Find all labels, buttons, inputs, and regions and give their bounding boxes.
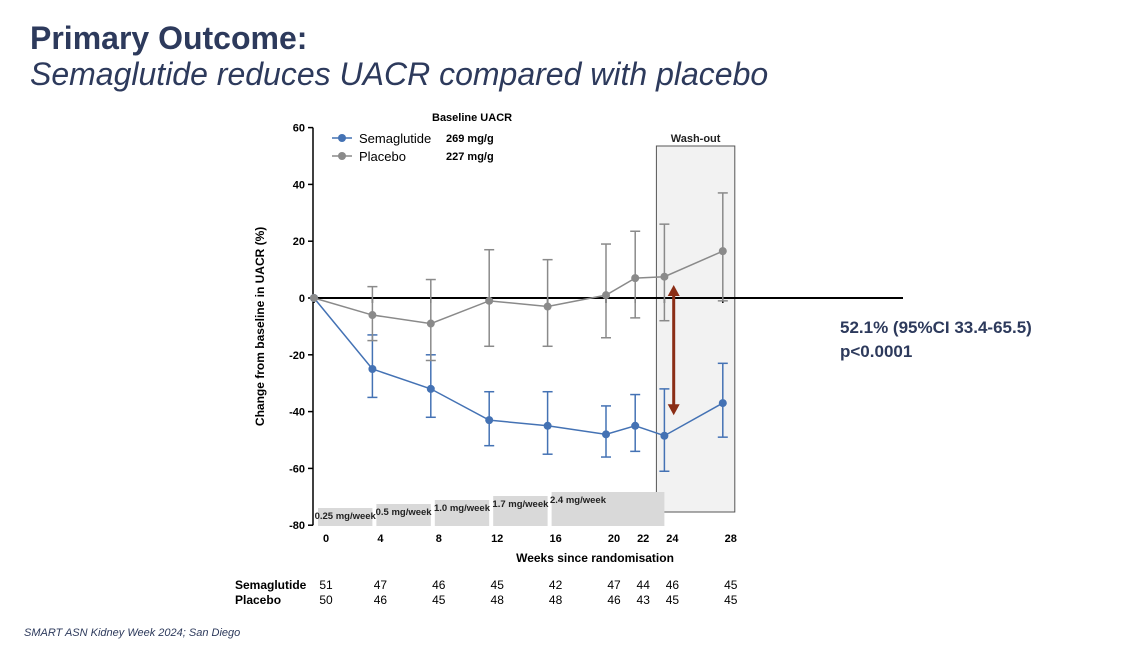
- dose-label-3: 1.7 mg/week: [492, 499, 549, 510]
- data-point-semaglutide: [660, 431, 669, 440]
- data-point-semaglutide: [631, 421, 640, 430]
- dose-band-2: [434, 500, 490, 526]
- n-value: 47: [374, 578, 388, 592]
- x-tick-label: 12: [491, 533, 503, 545]
- n-value: 50: [319, 593, 333, 607]
- result-annotation: 52.1% (95%CI 33.4-65.5) p<0.0001: [840, 316, 1032, 364]
- legend-label-placebo: Placebo: [359, 149, 406, 164]
- x-tick-label: 28: [725, 533, 737, 545]
- data-point-semaglutide: [602, 430, 610, 439]
- data-point-placebo: [368, 311, 377, 320]
- y-tick-label: 20: [293, 236, 305, 248]
- dose-band-4: [551, 492, 665, 526]
- y-tick-label: -60: [289, 463, 305, 475]
- dose-label-4: 2.4 mg/week: [550, 495, 607, 506]
- y-tick-label: -80: [289, 520, 305, 532]
- n-value: 46: [432, 578, 446, 592]
- data-point-placebo: [660, 272, 669, 281]
- legend-swatch-dot: [338, 134, 346, 142]
- data-point-placebo: [310, 294, 318, 302]
- data-point-semaglutide: [426, 384, 435, 393]
- x-axis-label: Weeks since randomisation: [516, 551, 674, 565]
- n-value: 46: [607, 593, 621, 607]
- dose-band-3: [493, 496, 548, 526]
- n-value: 48: [491, 593, 505, 607]
- n-value: 45: [724, 578, 738, 592]
- n-value: 45: [432, 593, 446, 607]
- washout-label: Wash-out: [671, 133, 721, 145]
- y-tick-label: 60: [293, 123, 305, 135]
- data-point-placebo: [631, 274, 640, 283]
- data-point-placebo: [718, 247, 727, 256]
- n-value: 45: [666, 593, 680, 607]
- dose-label-1: 0.5 mg/week: [376, 507, 433, 518]
- dose-band-1: [376, 504, 431, 526]
- n-value: 45: [724, 593, 738, 607]
- n-value: 51: [319, 578, 333, 592]
- footer-citation: SMART ASN Kidney Week 2024; San Diego: [24, 627, 241, 639]
- x-tick-label: 24: [666, 533, 679, 545]
- dose-band-0: [318, 508, 373, 526]
- data-point-semaglutide: [485, 416, 494, 425]
- data-point-semaglutide: [718, 399, 727, 408]
- result-percent: 52.1% (95%CI 33.4-65.5): [840, 318, 1032, 337]
- data-point-placebo: [602, 291, 610, 300]
- y-axis-label: Change from baseline in UACR (%): [253, 227, 267, 426]
- n-value: 44: [637, 578, 651, 592]
- data-point-semaglutide: [368, 365, 377, 373]
- legend-baseline-semaglutide: 269 mg/g: [446, 133, 494, 145]
- n-value: 46: [666, 578, 680, 592]
- slide-title: Primary Outcome:: [30, 20, 308, 56]
- n-row-label: Semaglutide: [235, 578, 307, 592]
- x-tick-label: 22: [637, 533, 649, 545]
- x-tick-label: 8: [436, 533, 442, 545]
- dose-label-0: 0.25 mg/week: [315, 511, 377, 522]
- x-tick-label: 4: [377, 533, 384, 545]
- y-tick-label: -20: [289, 350, 305, 362]
- n-value: 45: [491, 578, 505, 592]
- n-value: 43: [637, 593, 651, 607]
- dose-label-2: 1.0 mg/week: [434, 503, 491, 514]
- slide-subtitle: Semaglutide reduces UACR compared with p…: [30, 56, 769, 92]
- y-tick-label: 40: [293, 179, 305, 191]
- x-tick-label: 0: [323, 533, 329, 545]
- title-block: Primary Outcome: Semaglutide reduces UAC…: [30, 20, 768, 92]
- n-value: 46: [374, 593, 388, 607]
- y-tick-label: 0: [299, 293, 305, 305]
- n-row-label: Placebo: [235, 593, 281, 607]
- n-value: 47: [607, 578, 621, 592]
- difference-arrow-head-up: [667, 284, 680, 296]
- washout-region: [655, 145, 736, 513]
- x-tick-label: 20: [608, 533, 620, 545]
- n-value: 42: [549, 578, 563, 592]
- n-value: 48: [549, 593, 563, 607]
- data-point-semaglutide: [543, 421, 552, 430]
- difference-arrow-head-down: [667, 404, 680, 416]
- data-point-placebo: [426, 319, 435, 328]
- y-tick-label: -40: [289, 407, 305, 419]
- x-tick-label: 16: [549, 533, 561, 545]
- legend-swatch-dot: [338, 152, 346, 160]
- data-point-placebo: [543, 302, 552, 311]
- legend-baseline-placebo: 227 mg/g: [446, 151, 494, 163]
- result-pvalue: p<0.0001: [840, 342, 913, 361]
- legend-title: Baseline UACR: [432, 112, 512, 124]
- data-point-placebo: [485, 296, 494, 305]
- legend-label-semaglutide: Semaglutide: [359, 131, 431, 146]
